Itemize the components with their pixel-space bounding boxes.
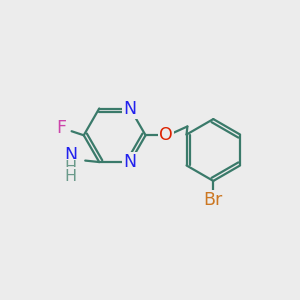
Text: N: N	[65, 146, 78, 164]
Text: F: F	[57, 119, 67, 137]
Text: Br: Br	[204, 191, 223, 209]
Text: N: N	[124, 153, 137, 171]
Text: H: H	[64, 160, 77, 175]
Text: N: N	[124, 100, 137, 118]
Text: H: H	[64, 169, 77, 184]
Text: O: O	[159, 126, 173, 144]
